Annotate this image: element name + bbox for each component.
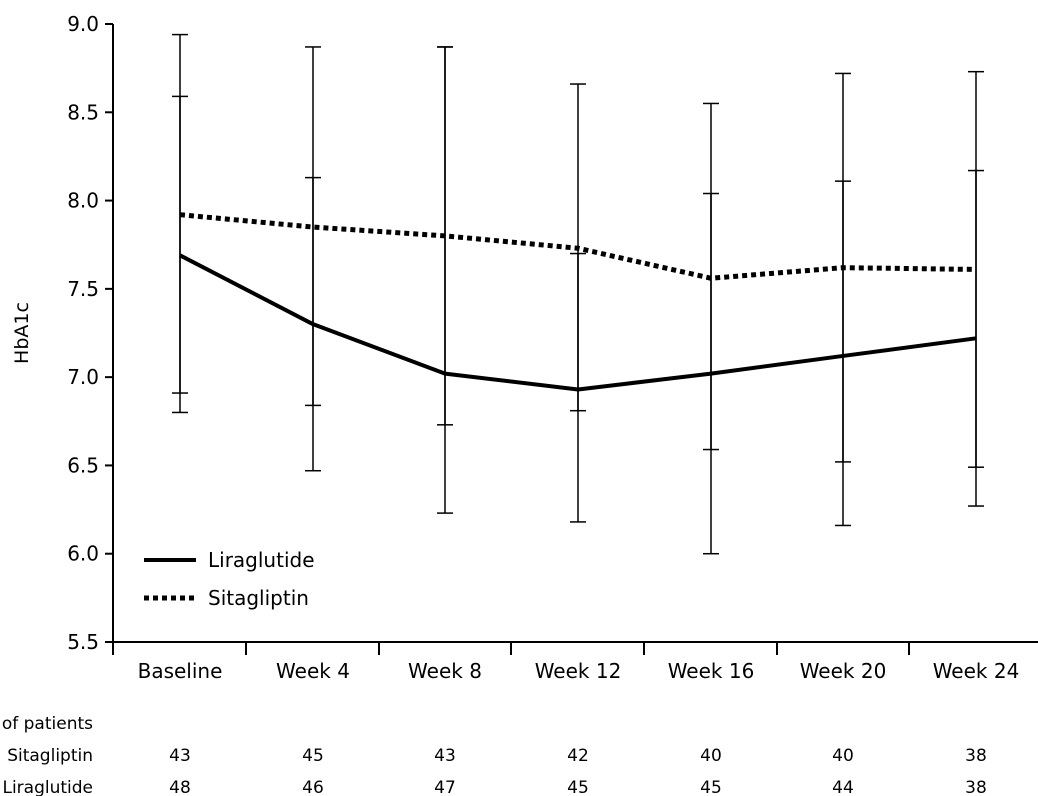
error-bars [172, 33, 984, 555]
legend-label: Liraglutide [208, 548, 315, 572]
patients-count: 46 [302, 778, 324, 796]
y-ticks: 5.5 6.0 6.5 7.0 7.5 8.0 8.5 9.0 [67, 12, 113, 654]
y-axis-label: HbA1c [11, 302, 33, 364]
patients-count: 43 [169, 746, 191, 766]
patients-count: 44 [832, 778, 854, 796]
patients-table: No. of patients Sitagliptin 43 45 43 42 40 40 38… [0, 714, 987, 796]
y-tick-label: 8.0 [67, 189, 99, 213]
axes [112, 24, 1038, 643]
patients-row-label: Sitagliptin [7, 746, 93, 766]
y-tick-label: 7.0 [67, 365, 99, 389]
y-tick-label: 5.5 [67, 630, 99, 654]
patients-count: 40 [700, 746, 722, 766]
y-tick-label: 9.0 [67, 12, 99, 36]
y-tick-label: 7.5 [67, 277, 99, 301]
series-line-liraglutide [179, 253, 977, 392]
patients-count: 48 [169, 778, 191, 796]
patients-count: 40 [832, 746, 854, 766]
patients-count: 45 [700, 778, 722, 796]
patients-count: 43 [434, 746, 456, 766]
x-tick-label: Week 12 [535, 659, 622, 683]
patients-count: 47 [434, 778, 456, 796]
patients-row-label: Liraglutide [2, 778, 93, 796]
patients-table-header: No. of patients [0, 714, 93, 734]
y-tick-label: 6.0 [67, 542, 99, 566]
y-tick-label: 8.5 [67, 100, 99, 124]
x-tick-label: Baseline [138, 659, 223, 683]
patients-count: 38 [965, 746, 987, 766]
x-ticks: Baseline Week 4 Week 8 Week 12 Week 16 Week 2… [112, 642, 1020, 683]
patients-count: 45 [302, 746, 324, 766]
x-tick-label: Week 8 [408, 659, 482, 683]
y-tick-label: 6.5 [67, 453, 99, 477]
x-tick-label: Week 24 [933, 659, 1020, 683]
patients-count: 38 [965, 778, 987, 796]
x-tick-label: Week 20 [800, 659, 887, 683]
legend-label: Sitagliptin [208, 586, 309, 610]
x-tick-label: Week 16 [668, 659, 755, 683]
x-tick-label: Week 4 [276, 659, 350, 683]
patients-count: 45 [567, 778, 589, 796]
patients-count: 42 [567, 746, 589, 766]
series-lines [179, 212, 977, 392]
series-line-sitagliptin [179, 212, 977, 281]
legend: Liraglutide Sitagliptin [144, 548, 315, 610]
